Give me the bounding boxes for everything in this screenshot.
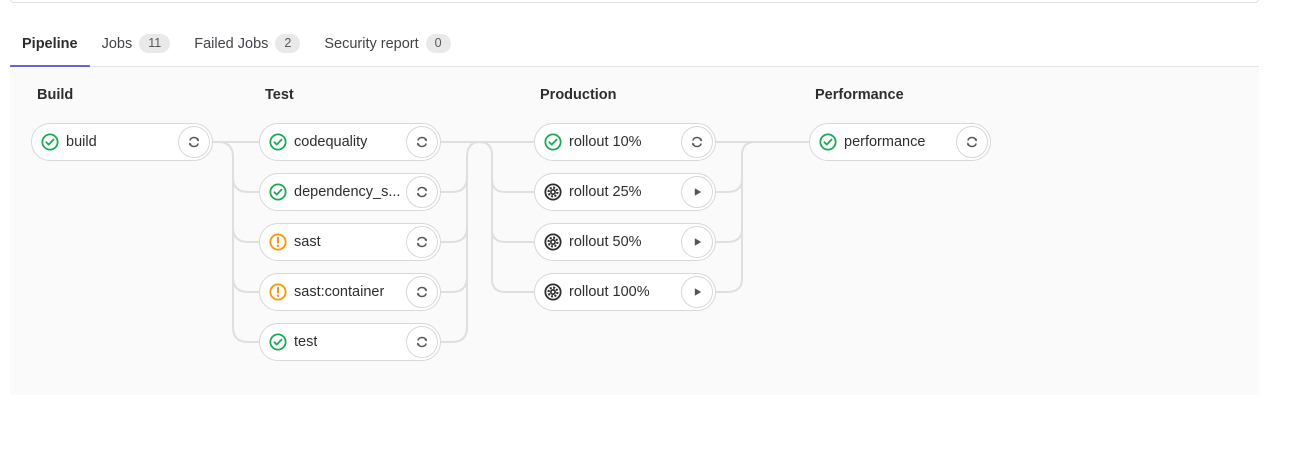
job-performance[interactable]: performance <box>809 123 991 161</box>
stage-title: Build <box>37 87 74 103</box>
job-label: build <box>66 134 97 150</box>
retry-job-button[interactable] <box>406 276 438 308</box>
retry-icon <box>417 286 427 298</box>
retry-job-button[interactable] <box>406 126 438 158</box>
job-sast[interactable]: sast <box>259 223 441 261</box>
job-dependency-scanning[interactable]: dependency_s... <box>259 173 441 211</box>
exclamation-circle-icon <box>269 233 287 251</box>
job-label: rollout 100% <box>569 284 650 300</box>
play-icon <box>694 238 702 246</box>
gear-circle-icon <box>544 283 562 301</box>
job-rollout-100[interactable]: rollout 100% <box>534 273 716 311</box>
retry-icon <box>417 186 427 198</box>
tab-pipeline-label: Pipeline <box>22 35 78 52</box>
tab-failed-jobs-label: Failed Jobs <box>194 35 269 52</box>
job-rollout-10[interactable]: rollout 10% <box>534 123 716 161</box>
job-label: sast <box>294 234 321 250</box>
stage-performance: Performance performance <box>809 87 991 173</box>
job-label: rollout 25% <box>569 184 642 200</box>
pipeline-graph: Build build Test <box>10 67 1259 395</box>
play-icon <box>694 288 702 296</box>
check-circle-icon <box>544 133 562 151</box>
play-job-button[interactable] <box>681 276 713 308</box>
tab-jobs-label: Jobs <box>101 35 133 52</box>
job-label: rollout 10% <box>569 134 642 150</box>
stage-title: Test <box>265 87 294 103</box>
job-label: rollout 50% <box>569 234 642 250</box>
tab-failed-jobs[interactable]: Failed Jobs 2 <box>182 24 312 66</box>
job-label: dependency_s... <box>294 184 401 200</box>
stage-production: Production rollout 10% rollout 25% <box>534 87 716 323</box>
retry-job-button[interactable] <box>406 226 438 258</box>
play-job-button[interactable] <box>681 226 713 258</box>
job-build[interactable]: build <box>31 123 213 161</box>
gear-circle-icon <box>544 233 562 251</box>
retry-job-button[interactable] <box>406 326 438 358</box>
retry-icon <box>189 136 199 148</box>
tab-security-report-label: Security report <box>324 35 419 52</box>
job-rollout-50[interactable]: rollout 50% <box>534 223 716 261</box>
tab-pipeline[interactable]: Pipeline <box>10 24 90 68</box>
job-label: performance <box>844 134 926 150</box>
tab-security-report[interactable]: Security report 0 <box>312 24 462 66</box>
stage-test: Test codequality dependency_s... <box>259 87 441 373</box>
check-circle-icon <box>819 133 837 151</box>
retry-job-button[interactable] <box>956 126 988 158</box>
retry-job-button[interactable] <box>178 126 210 158</box>
check-circle-icon <box>269 133 287 151</box>
security-report-count-badge: 0 <box>425 34 451 53</box>
retry-icon <box>417 136 427 148</box>
pipeline-connector-lines <box>212 141 809 343</box>
gear-circle-icon <box>544 183 562 201</box>
retry-job-button[interactable] <box>681 126 713 158</box>
tab-jobs[interactable]: Jobs 11 <box>90 24 183 66</box>
stage-title: Performance <box>815 87 904 103</box>
retry-job-button[interactable] <box>406 176 438 208</box>
retry-icon <box>417 236 427 248</box>
retry-icon <box>967 136 977 148</box>
check-circle-icon <box>269 333 287 351</box>
job-codequality[interactable]: codequality <box>259 123 441 161</box>
exclamation-circle-icon <box>269 283 287 301</box>
retry-icon <box>417 336 427 348</box>
play-icon <box>694 188 702 196</box>
job-label: test <box>294 334 318 350</box>
retry-icon <box>692 136 702 148</box>
jobs-count-badge: 11 <box>139 34 171 53</box>
job-label: codequality <box>294 134 368 150</box>
job-test[interactable]: test <box>259 323 441 361</box>
stage-title: Production <box>540 87 617 103</box>
check-circle-icon <box>41 133 59 151</box>
pipeline-tabs: Pipeline Jobs 11 Failed Jobs 2 Security … <box>10 24 1259 68</box>
job-rollout-25[interactable]: rollout 25% <box>534 173 716 211</box>
stage-build: Build build <box>31 87 213 173</box>
job-sast-container[interactable]: sast:container <box>259 273 441 311</box>
job-label: sast:container <box>294 284 385 300</box>
failed-jobs-count-badge: 2 <box>275 34 301 53</box>
play-job-button[interactable] <box>681 176 713 208</box>
check-circle-icon <box>269 183 287 201</box>
